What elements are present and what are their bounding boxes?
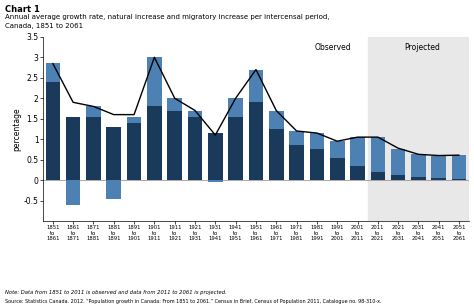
Bar [289,145,304,180]
Text: Projected: Projected [405,43,440,52]
Bar [208,180,223,182]
Bar [411,177,426,180]
Bar [310,150,324,180]
Text: Annual average growth rate, natural increase and migratory increase per intercen: Annual average growth rate, natural incr… [5,14,329,20]
Bar [46,82,60,180]
Bar [249,70,263,102]
Text: Observed: Observed [315,43,351,52]
Bar [66,117,81,180]
Bar [249,102,263,180]
Bar [147,107,162,180]
Bar [46,64,60,82]
Bar [86,117,101,180]
Bar [330,141,345,157]
Bar [127,117,141,123]
Bar [452,155,466,179]
Bar [167,98,182,111]
Text: Chart 1: Chart 1 [5,5,40,14]
Bar [368,37,469,221]
Bar [452,179,466,180]
Text: Note: Data from 1851 to 2011 is observed and data from 2011 to 2061 is projected: Note: Data from 1851 to 2011 is observed… [5,290,227,295]
Bar [188,117,202,180]
Bar [127,123,141,180]
Bar [147,57,162,107]
Bar [269,129,283,180]
Bar [350,166,365,180]
Bar [66,180,81,205]
Bar [208,133,223,180]
Text: Canada, 1851 to 2061: Canada, 1851 to 2061 [5,23,83,29]
Bar [350,137,365,166]
Text: Source: Statistics Canada. 2012. “Population growth in Canada: From 1851 to 2061: Source: Statistics Canada. 2012. “Popula… [5,299,381,304]
Bar [411,154,426,177]
Bar [371,137,385,172]
Y-axis label: percentage: percentage [12,107,21,151]
Bar [228,117,243,180]
Bar [431,156,446,178]
Bar [330,157,345,180]
Bar [371,172,385,180]
Bar [431,178,446,180]
Bar [289,131,304,145]
Bar [228,98,243,117]
Bar [107,180,121,199]
Bar [391,175,405,180]
Bar [310,133,324,150]
Bar [107,127,121,180]
Bar [86,107,101,117]
Bar [391,149,405,175]
Bar [167,111,182,180]
Bar [188,111,202,117]
Bar [269,111,283,129]
